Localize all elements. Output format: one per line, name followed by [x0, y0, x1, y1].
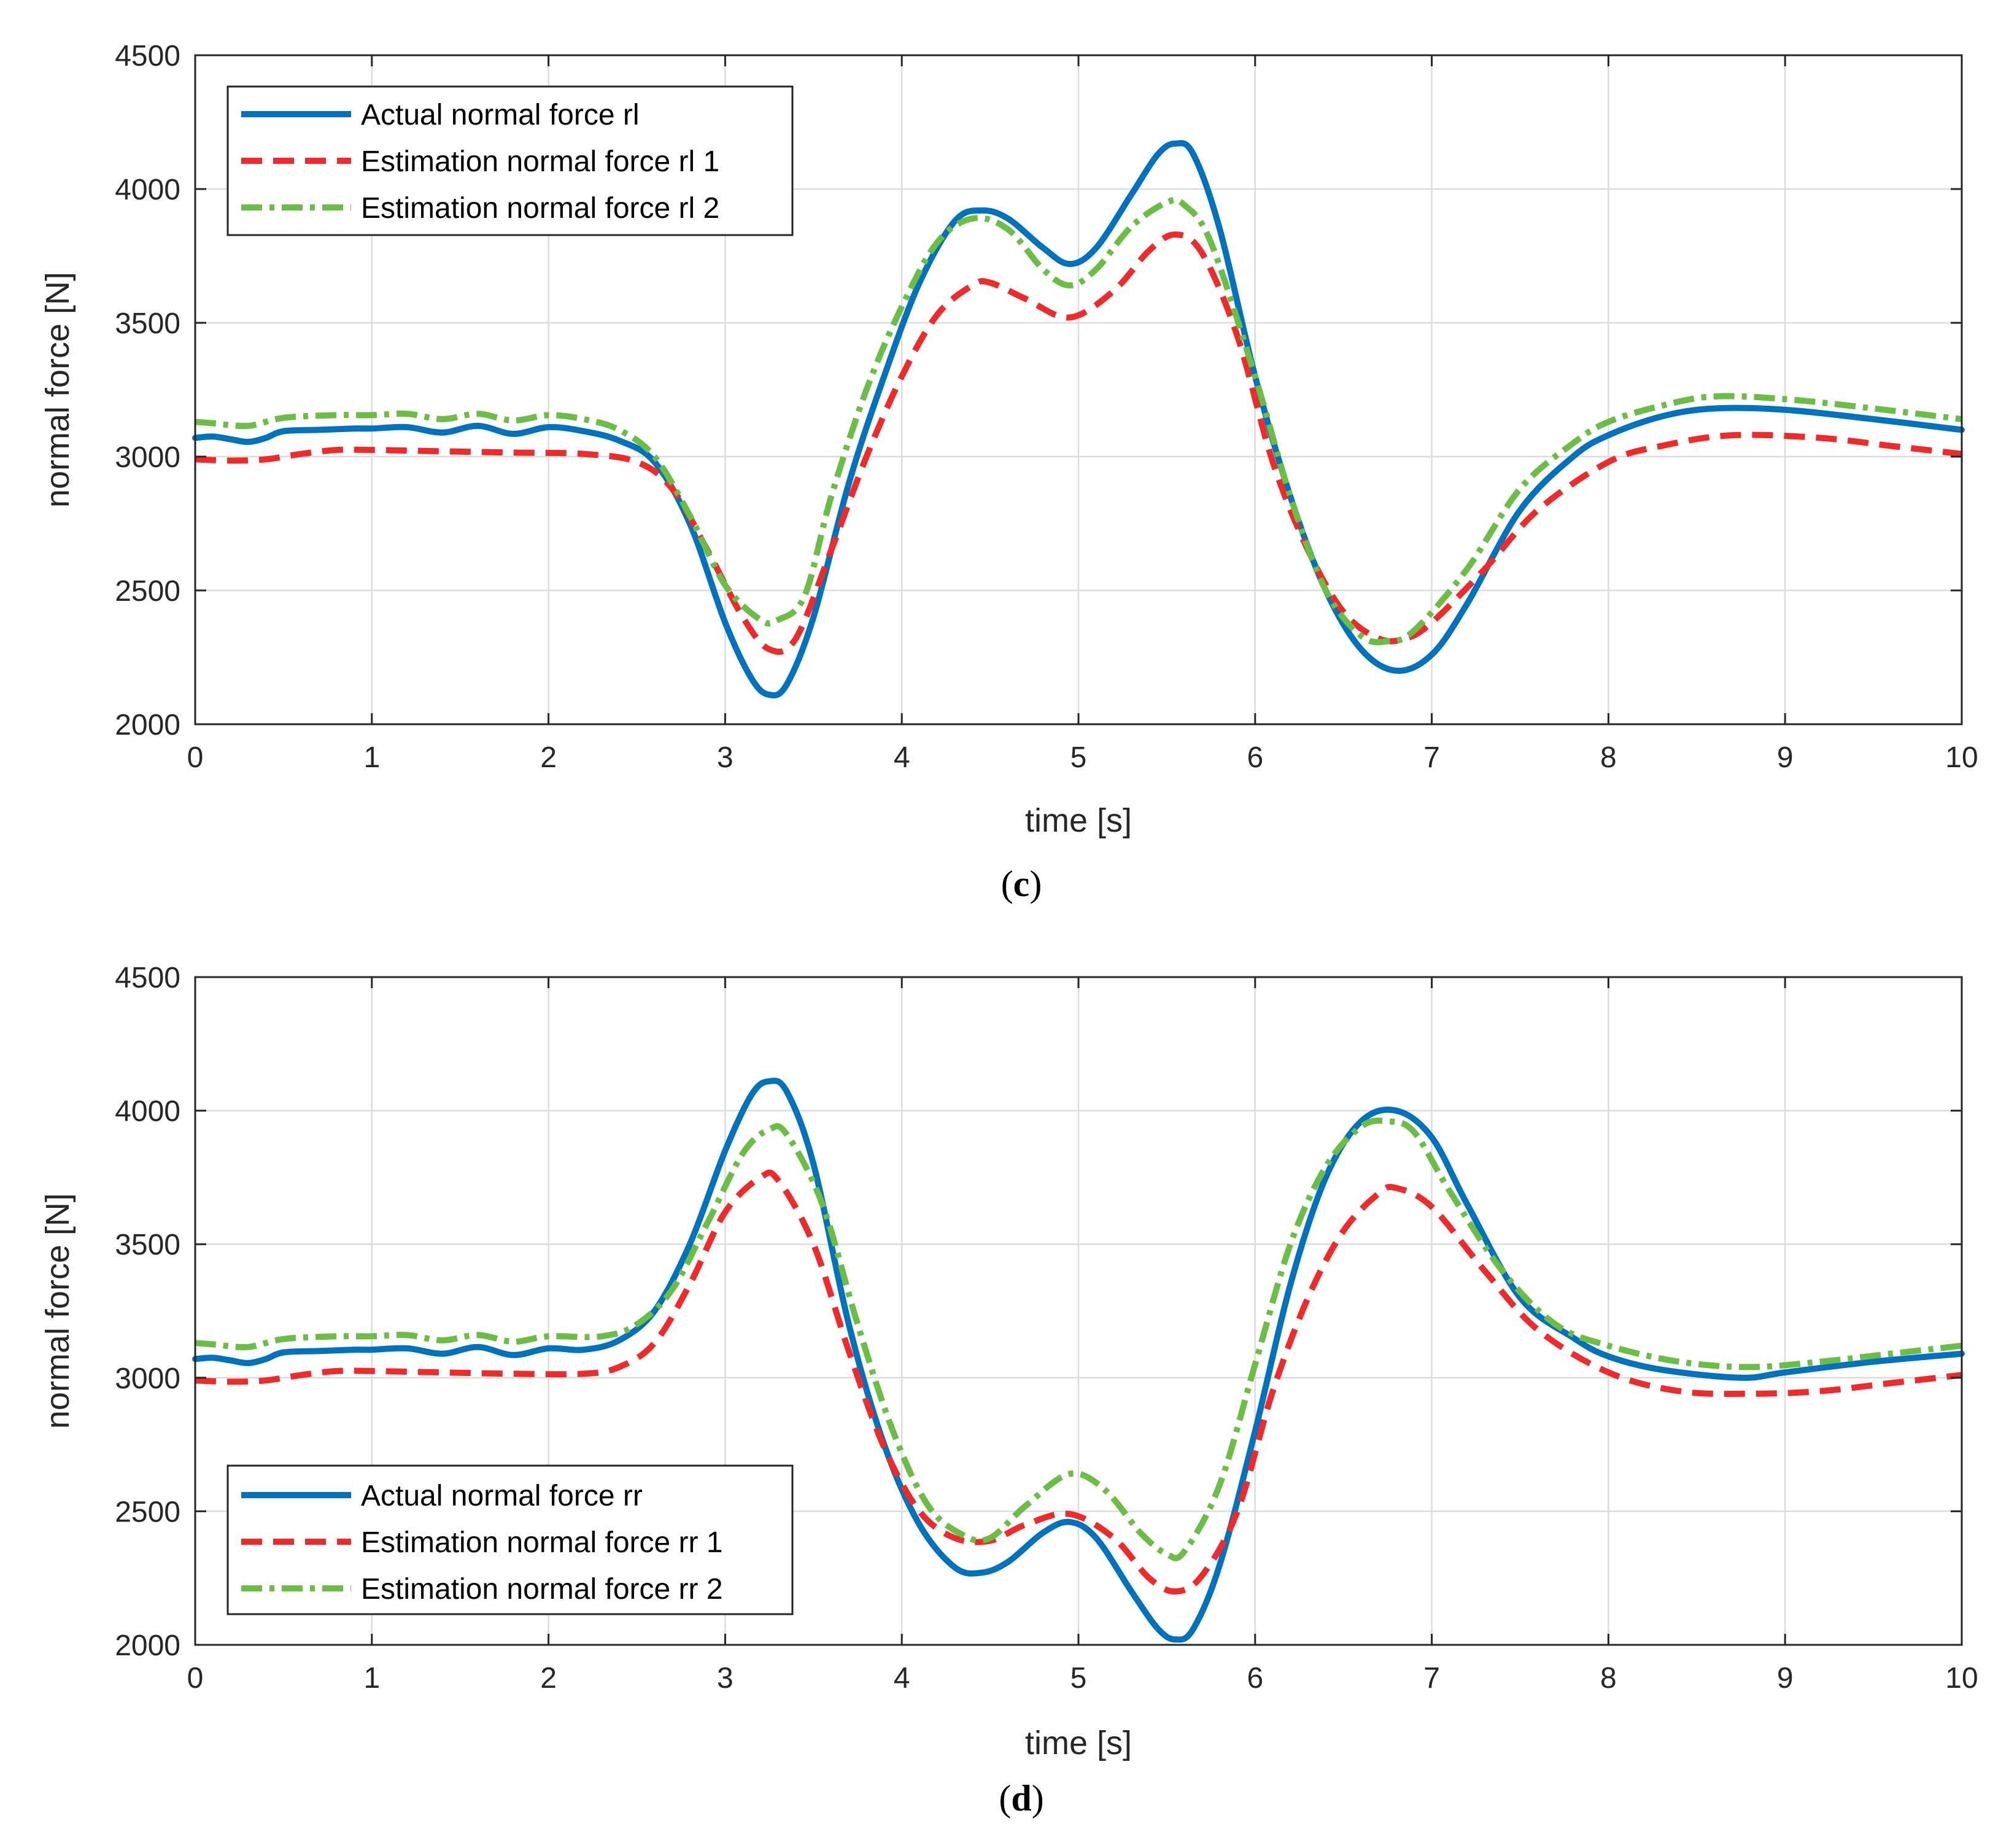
x-tick-label: 5	[1070, 1662, 1087, 1695]
x-tick-label: 8	[1600, 1662, 1617, 1695]
ticks-c: 0 1 2 3 4 5 6 7 8 9 10 2000 2500 3000 3500 4000 4500	[115, 40, 1978, 774]
y-tick-label: 2000	[115, 709, 180, 741]
y-tick-label: 3500	[115, 1229, 180, 1261]
x-tick-label: 3	[717, 741, 734, 774]
x-tick-label: 10	[1945, 1662, 1978, 1695]
x-tick-label: 9	[1777, 741, 1794, 774]
y-tick-label: 3000	[115, 1363, 180, 1395]
panel-letter: c	[1013, 864, 1030, 904]
series-d	[192, 1077, 1965, 1643]
x-tick-label: 5	[1070, 741, 1087, 774]
x-tick-label: 2	[540, 1662, 557, 1695]
y-tick-label: 4500	[115, 962, 180, 994]
y-tick-label: 3000	[115, 441, 180, 474]
ticks-d: 0 1 2 3 4 5 6 7 8 9 10 2000 2500 3000 3500 4000 4500	[115, 962, 1978, 1695]
y-tick-label: 2500	[115, 1496, 180, 1528]
panel-label-c: (c)	[1001, 864, 1042, 904]
x-tick-label: 0	[187, 1662, 204, 1695]
y-tick-label: 4000	[115, 174, 180, 206]
y-tick-label: 4500	[115, 40, 180, 72]
legend-c: Actual normal force rl Estimation normal…	[226, 85, 794, 236]
y-axis-label: normal force [N]	[39, 1193, 76, 1429]
y-tick-label: 3500	[115, 307, 180, 340]
legend-label: Estimation normal force rr 2	[361, 1573, 723, 1606]
x-tick-label: 4	[894, 741, 910, 774]
chart-panel-c: 0 1 2 3 4 5 6 7 8 9 10 2000 2500 3000 3500 4000 4500 tim…	[39, 40, 1978, 904]
series-line-estimation-1	[195, 1169, 1962, 1595]
x-tick-label: 7	[1423, 741, 1440, 774]
x-tick-label: 10	[1945, 741, 1978, 774]
x-tick-label: 1	[363, 1662, 380, 1695]
x-tick-label: 2	[540, 741, 557, 774]
x-tick-label: 1	[363, 741, 380, 774]
series-c	[192, 140, 1965, 698]
panel-label-d: (d)	[999, 1778, 1043, 1819]
legend-label: Estimation normal force rr 1	[361, 1526, 723, 1559]
legend-label: Actual normal force rl	[361, 99, 640, 131]
legend-label: Estimation normal force rl 1	[361, 145, 719, 178]
y-tick-label: 2500	[115, 575, 180, 608]
x-tick-label: 6	[1247, 1662, 1263, 1695]
x-tick-label: 6	[1247, 741, 1263, 774]
legend-label: Estimation normal force rl 2	[361, 192, 719, 225]
x-tick-label: 0	[187, 741, 204, 774]
x-tick-label: 8	[1600, 741, 1617, 774]
x-tick-label: 3	[717, 1662, 734, 1695]
y-tick-label: 2000	[115, 1630, 180, 1662]
legend-d: Actual normal force rr Estimation normal…	[226, 1464, 794, 1615]
series-line-estimation-2	[195, 196, 1962, 646]
x-tick-label: 9	[1777, 1662, 1794, 1695]
x-axis-label: time [s]	[1025, 802, 1132, 839]
x-tick-label: 4	[894, 1662, 910, 1695]
x-axis-label: time [s]	[1025, 1725, 1132, 1761]
series-line-actual	[192, 1077, 1965, 1643]
y-axis-label: normal force [N]	[39, 272, 76, 508]
x-tick-label: 7	[1423, 1662, 1440, 1695]
series-line-estimation-1	[195, 231, 1962, 655]
panel-letter: d	[1011, 1778, 1031, 1819]
legend-label: Actual normal force rr	[361, 1480, 643, 1512]
series-line-estimation-2	[195, 1117, 1962, 1561]
chart-panel-d: 0 1 2 3 4 5 6 7 8 9 10 2000 2500 3000 3500 4000 4500 tim…	[39, 962, 1978, 1819]
y-tick-label: 4000	[115, 1096, 180, 1128]
